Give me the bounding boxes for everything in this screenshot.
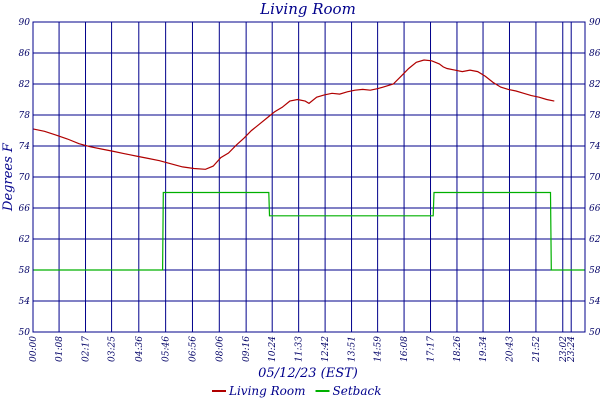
y-axis-label: Degrees F — [1, 142, 16, 212]
x-tick-label: 12:42 — [321, 336, 331, 362]
x-tick-labels: 00:00 01:08 02:17 03:25 04:36 05:46 06:56 08:06… — [29, 336, 577, 363]
y-tick-label: 66 — [589, 204, 600, 214]
y-tick-label: 82 — [589, 80, 600, 90]
y-tick-labels-right: 50 54 58 62 66 70 74 78 82 86 90 — [589, 18, 600, 338]
x-tick-label: 10:24 — [268, 336, 278, 362]
y-tick-label: 90 — [19, 18, 31, 28]
y-tick-label: 66 — [19, 204, 31, 214]
y-tick-label: 78 — [19, 111, 31, 121]
y-tick-label: 54 — [589, 297, 600, 307]
x-tick-label: 21:52 — [532, 336, 542, 363]
series-line — [33, 191, 585, 271]
x-tick-label: 16:08 — [400, 336, 410, 362]
x-tick-label: 14:59 — [374, 336, 384, 362]
plot-frame — [32, 21, 586, 333]
y-tick-label: 70 — [19, 173, 31, 183]
y-tick-label: 50 — [19, 328, 31, 338]
y-tick-label: 74 — [589, 142, 600, 152]
y-tick-label: 58 — [589, 266, 600, 276]
y-tick-label: 78 — [589, 111, 600, 121]
x-tick-label: 17:17 — [427, 336, 437, 362]
y-tick-label: 86 — [589, 49, 600, 59]
series-line — [32, 59, 555, 170]
y-tick-label: 62 — [589, 235, 600, 245]
x-tick-label: 20:43 — [505, 336, 515, 363]
y-tick-label: 70 — [589, 173, 600, 183]
y-tick-label: 86 — [19, 49, 31, 59]
y-tick-label: 50 — [589, 328, 600, 338]
x-tick-label: 11:33 — [295, 336, 305, 362]
y-tick-label: 62 — [19, 235, 31, 245]
x-tick-label: 09:16 — [242, 336, 252, 362]
legend: Living Room Setback — [212, 384, 382, 398]
x-tick-label: 18:26 — [453, 336, 463, 362]
y-tick-label: 74 — [19, 142, 31, 152]
x-tick-label: 08:06 — [215, 336, 225, 362]
x-tick-label: 01:08 — [55, 336, 65, 362]
y-tick-label: 90 — [589, 18, 600, 28]
chart-title: Living Room — [259, 0, 356, 18]
x-tick-label: 02:17 — [82, 336, 92, 362]
y-tick-label: 82 — [19, 80, 31, 90]
x-tick-label: 05:46 — [162, 336, 172, 362]
x-axis-label: 05/12/23 (EST) — [258, 366, 358, 381]
y-tick-label: 54 — [19, 297, 31, 307]
series-lines — [32, 59, 585, 271]
legend-label: Setback — [333, 384, 382, 398]
x-tick-label: 03:25 — [108, 336, 118, 362]
legend-label: Living Room — [228, 384, 306, 398]
x-tick-label: 00:00 — [29, 336, 39, 362]
x-tick-label: 13:51 — [348, 336, 358, 362]
x-tick-label: 23:24 — [567, 336, 577, 363]
x-tick-label: 23:02 — [559, 336, 569, 363]
x-tick-label: 04:36 — [135, 336, 145, 362]
x-tick-label: 19:34 — [479, 336, 489, 362]
y-tick-label: 58 — [19, 266, 31, 276]
x-tick-label: 06:56 — [188, 336, 198, 362]
y-tick-labels-left: 50 54 58 62 66 70 74 78 82 86 90 — [19, 18, 31, 338]
